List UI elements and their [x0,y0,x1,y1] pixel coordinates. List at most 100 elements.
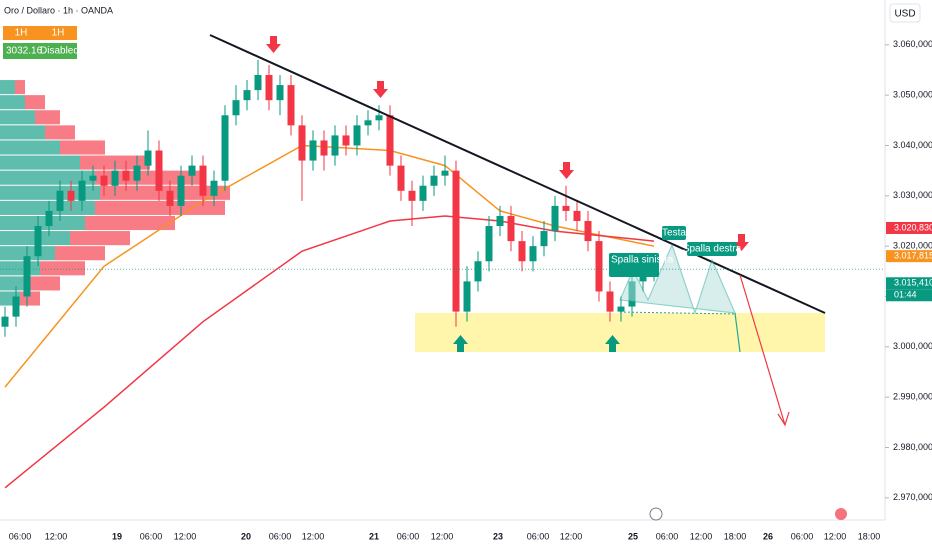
profile-up [0,110,35,125]
annotation: Spalla destra [683,244,742,255]
x-tick-label: 06:00 [527,531,550,541]
candle-body [56,190,64,211]
indicator-value: 3032.16 [6,46,43,57]
profile-down [85,215,175,231]
candle-body [342,135,350,146]
badge-text: 1H [52,28,65,39]
profile-up [0,80,15,95]
price-label-box [886,277,932,290]
down-arrow [559,162,574,179]
candle-body [12,296,20,317]
candle-body [320,140,328,156]
candle-body [331,135,339,156]
candle-body [397,165,405,191]
candle-body [375,115,383,121]
badge-text: 1H [15,28,28,39]
neckline [619,311,736,315]
label-box [609,253,659,277]
candle-body [496,215,504,227]
pattern-projection [734,312,741,353]
candle-body [89,175,97,181]
profile-down [25,95,45,110]
candle-body [595,241,603,292]
down-arrow [373,81,388,98]
candle-body [133,165,141,181]
down-arrow [266,36,281,53]
price-label: 3.015,410 [894,278,932,288]
candle-body [584,220,592,242]
event-icon [649,507,663,521]
countdown-box [886,289,932,302]
profile-down [15,80,25,95]
moving-average [4,215,655,489]
candle-body [507,215,515,242]
annotation: Testa [662,228,686,239]
x-tick-label: 19 [112,531,122,541]
x-tick-label: 23 [493,531,503,541]
profile-up [0,125,45,140]
down-arrow [734,234,749,251]
y-tick-label: 2.990,000 [893,392,932,402]
x-tick-label: 06:00 [140,531,163,541]
candle-body [606,291,614,312]
candle-body [166,190,174,206]
candle-body [243,90,251,101]
y-tick-label: 3.050,000 [893,90,932,100]
profile-down [35,110,60,125]
trendline [209,34,826,314]
candle-body [463,281,471,312]
price-label-box [886,221,932,234]
x-tick-label: 12:00 [302,531,325,541]
indicator-state: Disabled [40,46,79,57]
price-label: 3.020,830 [894,222,932,232]
candle-body [309,140,317,161]
candle-body [540,231,548,247]
candle-body [122,170,130,181]
candle-body [474,261,482,282]
candle-body [100,175,108,186]
profile-down [70,231,130,246]
projection-arrow [739,274,786,426]
x-tick-label: 18:00 [858,531,881,541]
profile-down [60,140,105,155]
x-tick-label: 12:00 [174,531,197,541]
badge [39,26,77,40]
candle-body [1,316,9,327]
profile-up [0,140,60,155]
candle-body [111,170,119,186]
candle-body [419,185,427,201]
candle-body [441,170,449,176]
indicator-badge [3,43,77,59]
currency-box [889,3,921,23]
chart-title: Oro / Dollaro · 1h · OANDA [4,5,113,15]
candle-body [386,115,394,166]
candle-body [45,210,53,227]
candle-body [144,150,152,166]
x-tick-label: 06:00 [9,531,32,541]
annotation: Spalla sinistra [611,255,674,266]
candle-body [34,226,42,257]
support-zone [415,313,825,352]
price-label: 3.017,815 [894,251,932,261]
candle-body [287,85,295,126]
profile-down [55,246,105,261]
candle-body [298,125,306,161]
x-tick-label: 12:00 [431,531,454,541]
x-tick-label: 21 [369,531,379,541]
x-tick-label: 18:00 [724,531,747,541]
x-tick-label: 06:00 [397,531,420,541]
x-tick-label: 20 [241,531,251,541]
up-arrows [453,335,620,352]
x-tick-label: 12:00 [690,531,713,541]
x-tick-label: 12:00 [560,531,583,541]
profile-down [45,125,75,140]
candle-body [199,165,207,196]
candle-body [617,306,625,312]
x-tick-label: 12:00 [45,531,68,541]
profile-down [30,276,60,291]
candle-body [276,85,284,101]
up-arrow [453,335,468,352]
candle-body [23,256,31,297]
